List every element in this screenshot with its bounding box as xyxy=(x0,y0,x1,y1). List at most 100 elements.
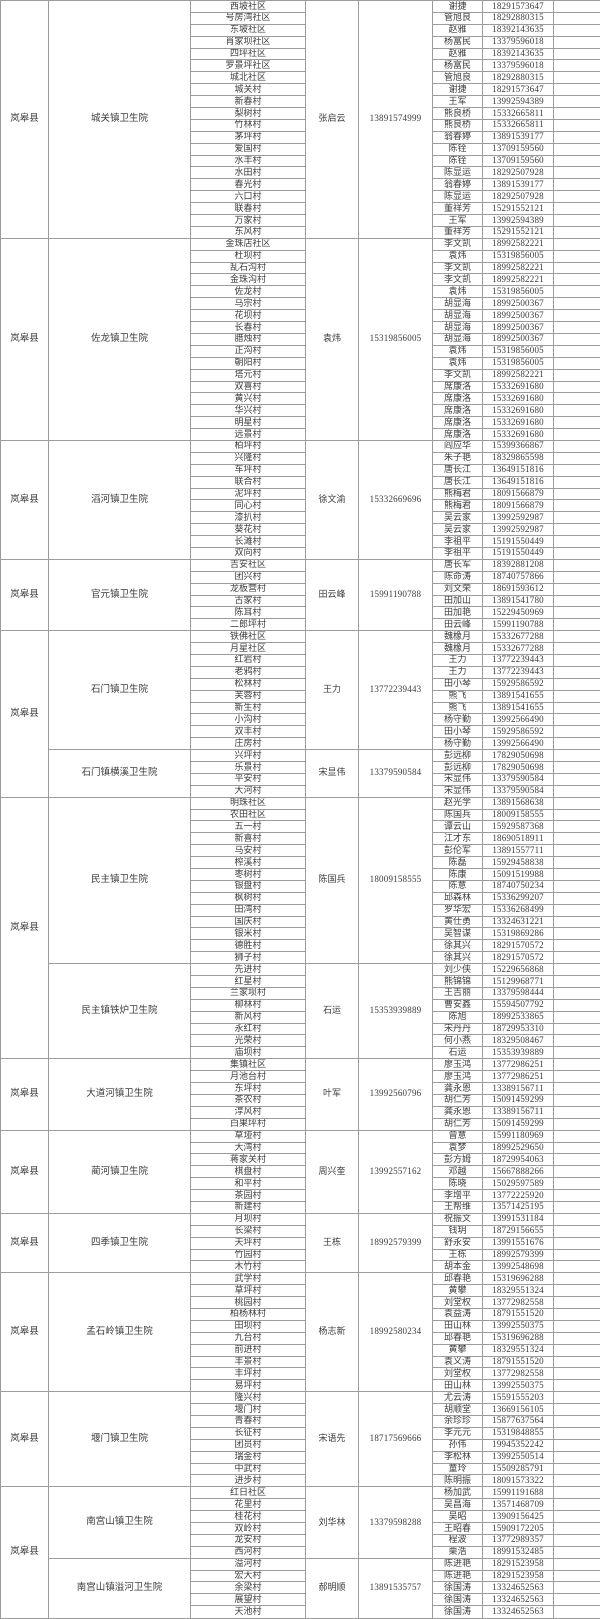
table-row: 佐龙村 袁炜 15319856005 xyxy=(1,285,600,299)
table-row: 淳风村 龚永恩 13389156711 xyxy=(1,1105,600,1119)
village-phone-cell: 13772982558 xyxy=(482,1296,554,1309)
village-phone-cell: 15191550449 xyxy=(482,535,554,548)
table-row: 木竹村 胡本金 13992548698 xyxy=(1,1260,600,1274)
table-row: 枣树村 陈康 15091519988 xyxy=(1,868,600,881)
table-row: 岚皋县 四季镇卫生院 月坝村 王栋 18992579399 祝振文 13991531184 xyxy=(0,1212,600,1274)
village-contact-cell: 王军 xyxy=(432,95,483,109)
empty-cell xyxy=(553,1010,600,1024)
village-phone-cell: 18992579399 xyxy=(482,1248,554,1262)
village-phone-cell: 13992548698 xyxy=(482,1260,554,1274)
village-contact-cell: 朱子艳 xyxy=(432,451,483,465)
village-phone-cell: 18992529650 xyxy=(482,1141,554,1155)
village-name-cell: 泥坪村 xyxy=(190,487,306,501)
town-phone-cell: 13379590584 xyxy=(358,749,433,798)
table-row: 岚皋县 孟石岭镇卫生院 武学村 杨志新 18992580234 邱春艳 1531969628… xyxy=(0,1272,600,1393)
village-contact-cell: 黄攀 xyxy=(432,1284,483,1298)
village-contact-cell: 栗浩 xyxy=(432,1545,483,1559)
village-phone-cell: 18729954063 xyxy=(482,1153,554,1167)
table-row: 新风村 陈旭 18992533865 xyxy=(1,1010,600,1024)
village-name-cell: 新建村 xyxy=(190,1200,306,1214)
village-name-cell: 茶园村 xyxy=(190,1189,306,1202)
village-contact-cell: 李祖平 xyxy=(432,546,483,560)
village-contact-cell: 胡本金 xyxy=(432,1260,483,1274)
hospital-name-cell: 大道河镇卫生院 xyxy=(48,1058,191,1131)
village-name-cell: 长春村 xyxy=(190,321,306,334)
village-phone-cell: 18992500367 xyxy=(482,309,554,323)
empty-cell xyxy=(553,142,600,156)
village-contact-cell: 李松林 xyxy=(432,1450,483,1464)
empty-cell xyxy=(553,1581,600,1595)
empty-cell xyxy=(553,737,600,751)
village-contact-cell: 黄攀 xyxy=(432,1343,483,1357)
village-contact-cell: 宋丹丹 xyxy=(432,1022,483,1036)
village-contact-cell: 陈进艳 xyxy=(432,1569,483,1583)
table-row: 银盘村 陈意 18740750234 xyxy=(1,879,600,893)
village-name-cell: 中武村 xyxy=(190,1462,306,1476)
empty-cell xyxy=(553,570,600,584)
village-phone-cell: 18992582221 xyxy=(482,261,554,275)
table-row: 竹林村 熊良桥 15332665811 xyxy=(1,118,600,132)
empty-cell xyxy=(553,927,600,941)
village-phone-cell: 19945352242 xyxy=(482,1438,554,1452)
empty-cell xyxy=(553,998,600,1012)
table-row: 爱国村 陈铨 13709159560 xyxy=(1,142,600,156)
county-cell: 岚皋县 xyxy=(0,237,49,441)
village-contact-cell: 袁义涛 xyxy=(432,1355,483,1369)
table-row: 新建村 王帮维 13571425195 xyxy=(1,1200,600,1214)
village-phone-cell: 13891541780 xyxy=(482,594,554,608)
village-name-cell: 红星村 xyxy=(190,975,306,988)
village-phone-cell: 13709159560 xyxy=(482,142,554,156)
village-phone-cell: 15091459299 xyxy=(482,1117,554,1131)
village-contact-cell: 杨富民 xyxy=(432,59,483,73)
empty-cell xyxy=(553,1486,600,1500)
empty-cell xyxy=(553,975,600,988)
empty-cell xyxy=(553,1605,600,1619)
empty-cell xyxy=(553,1070,600,1084)
village-contact-cell: 席康洛 xyxy=(432,416,483,430)
empty-cell xyxy=(553,1260,600,1274)
village-name-cell: 华兴村 xyxy=(190,404,306,418)
village-phone-cell: 18291523958 xyxy=(482,1569,554,1583)
empty-cell xyxy=(553,1522,600,1535)
hospital-name-cell: 南宫山镇溢河卫生院 xyxy=(48,1557,191,1619)
table-row: 茶园村 李增平 13772225920 xyxy=(1,1189,600,1202)
empty-cell xyxy=(553,285,600,299)
village-contact-cell: 王吉丽 xyxy=(432,986,483,1000)
village-contact-cell: 吴昭 xyxy=(432,1510,483,1523)
table-row: 马宗村 胡显海 18992500367 xyxy=(1,297,600,311)
village-name-cell: 月池台村 xyxy=(190,1070,306,1084)
table-row: 松林村 田小琴 15929586592 xyxy=(1,677,600,691)
empty-cell xyxy=(553,1319,600,1333)
village-phone-cell: 13709159560 xyxy=(482,154,554,168)
table-row: 新生村 熊飞 13891541655 xyxy=(1,701,600,715)
empty-cell xyxy=(553,356,600,370)
village-name-cell: 前进村 xyxy=(190,1343,306,1357)
table-row: 天池村 徐国涛 13324652563 xyxy=(1,1605,600,1619)
village-name-cell: 新喜村 xyxy=(190,832,306,846)
empty-cell xyxy=(553,190,600,204)
village-contact-cell: 席康洛 xyxy=(432,380,483,394)
village-name-cell: 小沟村 xyxy=(190,713,306,727)
empty-cell xyxy=(553,844,600,858)
village-phone-cell: 18329508467 xyxy=(482,1034,554,1048)
empty-cell xyxy=(553,772,600,786)
village-name-cell: 集镇社区 xyxy=(190,1058,306,1072)
village-contact-cell: 席康洛 xyxy=(432,404,483,418)
empty-cell xyxy=(553,761,600,774)
village-phone-cell: 13992566490 xyxy=(482,713,554,727)
village-phone-cell: 13891539177 xyxy=(482,178,554,192)
village-name-cell: 马安村 xyxy=(190,844,306,858)
county-cell: 岚皋县 xyxy=(0,796,49,1060)
village-phone-cell: 18690518911 xyxy=(482,832,554,846)
village-name-cell: 四坪社区 xyxy=(190,47,306,61)
village-phone-cell: 15319696288 xyxy=(482,1331,554,1345)
empty-cell xyxy=(553,915,600,929)
empty-cell xyxy=(553,1189,600,1202)
village-phone-cell: 13772239443 xyxy=(482,653,554,667)
village-phone-cell: 18292880315 xyxy=(482,71,554,85)
village-phone-cell: 15229656868 xyxy=(482,963,554,977)
village-contact-cell: 刘堂权 xyxy=(432,1367,483,1381)
empty-cell xyxy=(553,1474,600,1488)
empty-cell xyxy=(553,1022,600,1036)
village-name-cell: 梨树村 xyxy=(190,107,306,120)
